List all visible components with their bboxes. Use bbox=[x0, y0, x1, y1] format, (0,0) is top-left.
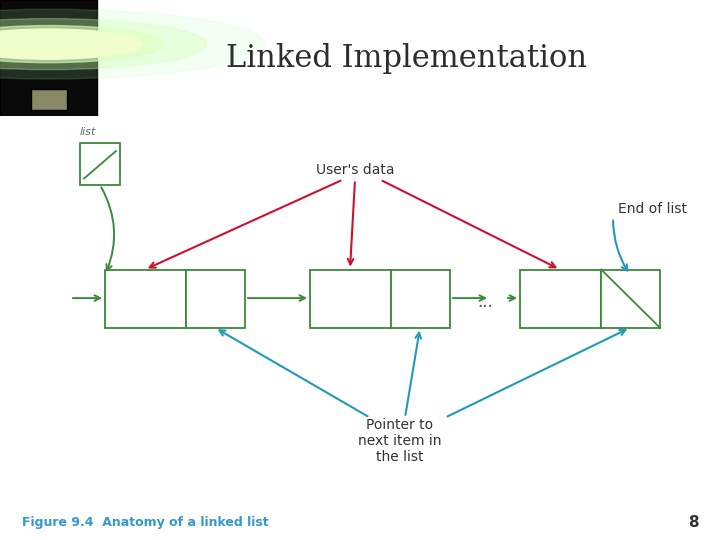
FancyBboxPatch shape bbox=[30, 90, 66, 110]
Bar bbox=[520, 269, 601, 328]
Text: Linked Implementation: Linked Implementation bbox=[226, 43, 588, 73]
Text: User's data: User's data bbox=[316, 164, 395, 178]
Circle shape bbox=[0, 25, 164, 63]
Bar bbox=[391, 269, 450, 328]
Circle shape bbox=[0, 29, 143, 59]
Bar bbox=[105, 269, 186, 328]
Circle shape bbox=[0, 9, 265, 79]
Text: Figure 9.4  Anatomy of a linked list: Figure 9.4 Anatomy of a linked list bbox=[22, 516, 269, 529]
Text: list: list bbox=[80, 127, 96, 137]
Bar bbox=[186, 269, 245, 328]
Text: ...: ... bbox=[477, 293, 493, 311]
Circle shape bbox=[0, 32, 121, 56]
Text: 8: 8 bbox=[688, 515, 698, 530]
Bar bbox=[310, 269, 391, 328]
FancyBboxPatch shape bbox=[0, 0, 97, 116]
Bar bbox=[80, 143, 120, 185]
Text: Pointer to
next item in
the list: Pointer to next item in the list bbox=[359, 417, 442, 464]
Circle shape bbox=[0, 18, 207, 70]
Text: End of list: End of list bbox=[618, 202, 687, 216]
Bar bbox=[601, 269, 660, 328]
